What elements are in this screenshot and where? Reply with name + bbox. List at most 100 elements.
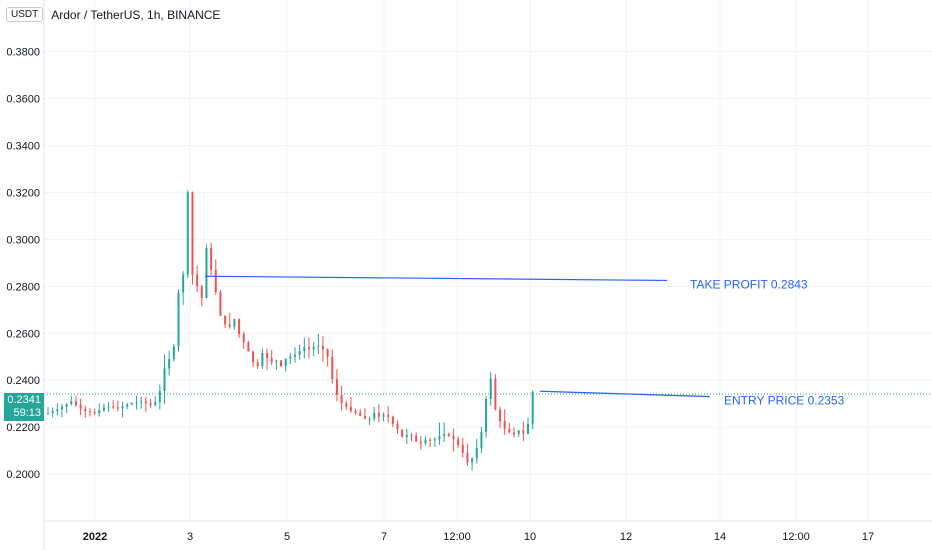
candle [79,398,82,416]
candle [214,259,217,295]
y-tick-label: 0.3200 [6,187,40,199]
candle [419,436,422,450]
candle-body [154,402,157,406]
candle-body [191,192,194,275]
candle-body [382,414,385,417]
candle [429,437,432,448]
candle [51,407,54,418]
time-axis[interactable]: 2022 3 5 7 12:00 10 12 14 12:00 17 [83,531,874,543]
candle-body [144,401,147,404]
candle-body [70,401,73,405]
x-tick-label: 14 [714,531,726,543]
candle-body [47,413,49,415]
candle [261,348,264,369]
candle-body [93,412,96,414]
candle-body [335,379,338,395]
candle [47,407,49,415]
candle [345,400,348,411]
candle-body [527,423,530,434]
last-price-value: 0.2341 [7,394,41,406]
candle-body [359,412,362,416]
candle-body [387,414,390,417]
candle [387,406,390,423]
candle [363,408,366,420]
candle-body [275,360,278,362]
candle-body [531,391,534,424]
candle-body [186,192,189,275]
candle-body [349,406,352,411]
candle-body [517,430,520,435]
candle-body [182,274,185,293]
candle-body [252,351,255,363]
candle [144,396,147,413]
candle [382,412,385,422]
candle [503,409,506,435]
candle-body [307,347,310,350]
candle-body [126,404,129,407]
candle [368,416,371,426]
candle [200,285,203,307]
candle-body [461,444,464,453]
candle [224,315,227,329]
entry-price-annotation[interactable]: ENTRY PRICE 0.2353 [539,390,845,408]
candle [140,396,143,409]
y-tick-label: 0.2200 [6,422,40,434]
annotation-label: ENTRY PRICE 0.2353 [724,394,845,408]
candle-body [485,398,488,432]
candle [289,352,292,365]
candles [47,190,534,471]
candle [112,400,115,410]
candle [513,427,516,438]
candle-body [177,292,180,347]
x-tick-label: 2022 [83,531,107,543]
candle-body [401,429,404,437]
candle [60,404,63,417]
x-tick-label: 7 [381,531,387,543]
candle [522,421,525,442]
candle-body [443,434,446,437]
candle [252,350,255,368]
candle [191,191,194,285]
currency-badge[interactable]: USDT [6,7,44,22]
candle [280,360,283,368]
candle [410,433,413,442]
candle [466,443,469,467]
candle [517,429,520,438]
x-tick-label: 17 [862,531,874,543]
candle [70,395,73,406]
candle-body [102,407,105,411]
candle [256,358,259,370]
candle-body [238,319,241,335]
candle [359,409,362,417]
candle [405,428,408,445]
trend-line[interactable] [204,275,668,282]
candle-body [340,394,343,404]
candle-body [158,390,161,403]
candle [326,348,329,367]
annotations: TAKE PROFIT 0.2843 ENTRY PRICE 0.2353 [204,275,845,408]
candle [438,422,441,445]
annotation-label: TAKE PROFIT 0.2843 [690,277,808,291]
candle [210,242,213,276]
candle-body [261,352,264,367]
candle [121,401,124,418]
candle [219,289,222,317]
candle-body [433,439,436,441]
price-axis[interactable]: 0.2000 0.2200 0.2400 0.2600 0.2800 0.3000 0.32… [6,47,40,481]
candle [270,350,273,366]
candle-body [317,345,320,347]
candle-body [503,421,506,430]
candle [84,405,87,419]
candle-body [494,378,497,410]
candle [233,318,236,330]
take-profit-annotation[interactable]: TAKE PROFIT 0.2843 [204,275,808,291]
candle [284,358,287,372]
candle [471,457,474,471]
trend-line[interactable] [539,390,711,398]
candle-body [280,360,283,367]
y-tick-label: 0.3600 [6,94,40,106]
candle [126,402,129,410]
candle [527,417,530,435]
candle-body [88,411,91,413]
